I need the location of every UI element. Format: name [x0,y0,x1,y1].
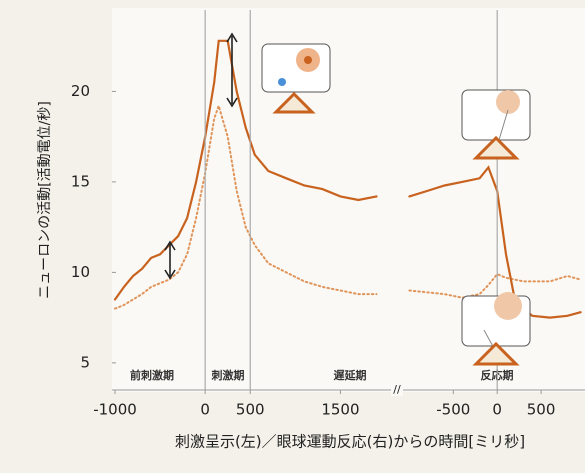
y-tick-label: 10 [71,263,90,281]
x-tick-label: 500 [527,401,556,419]
period-label: 前刺激期 [130,368,174,382]
x-tick-label: 0 [200,401,210,419]
x-tick-label: 1500 [321,401,359,419]
period-label: 遅延期 [334,368,367,382]
y-axis-label: ニューロンの活動[活動電位/秒] [37,101,53,299]
x-tick-label: -1000 [93,401,137,419]
x-tick-label: 0 [492,401,502,419]
x-tick-label: 500 [236,401,265,419]
y-tick-label: 20 [71,82,90,100]
chart: 反応期5000-500遅延期刺激期前刺激期15005000-1000201510… [0,0,585,473]
x-tick-label: -500 [436,401,470,419]
x-axis-label: 刺激呈示(左)／眼球運動反応(右)からの時間[ミリ秒] [175,433,525,451]
period-label: 刺激期 [211,368,245,382]
y-tick-label: 5 [80,353,90,371]
y-tick-label: 15 [71,172,90,190]
axis-break: // [393,383,401,396]
page: {"chart_data": [ {"type": "line", "ylabe… [0,0,585,473]
